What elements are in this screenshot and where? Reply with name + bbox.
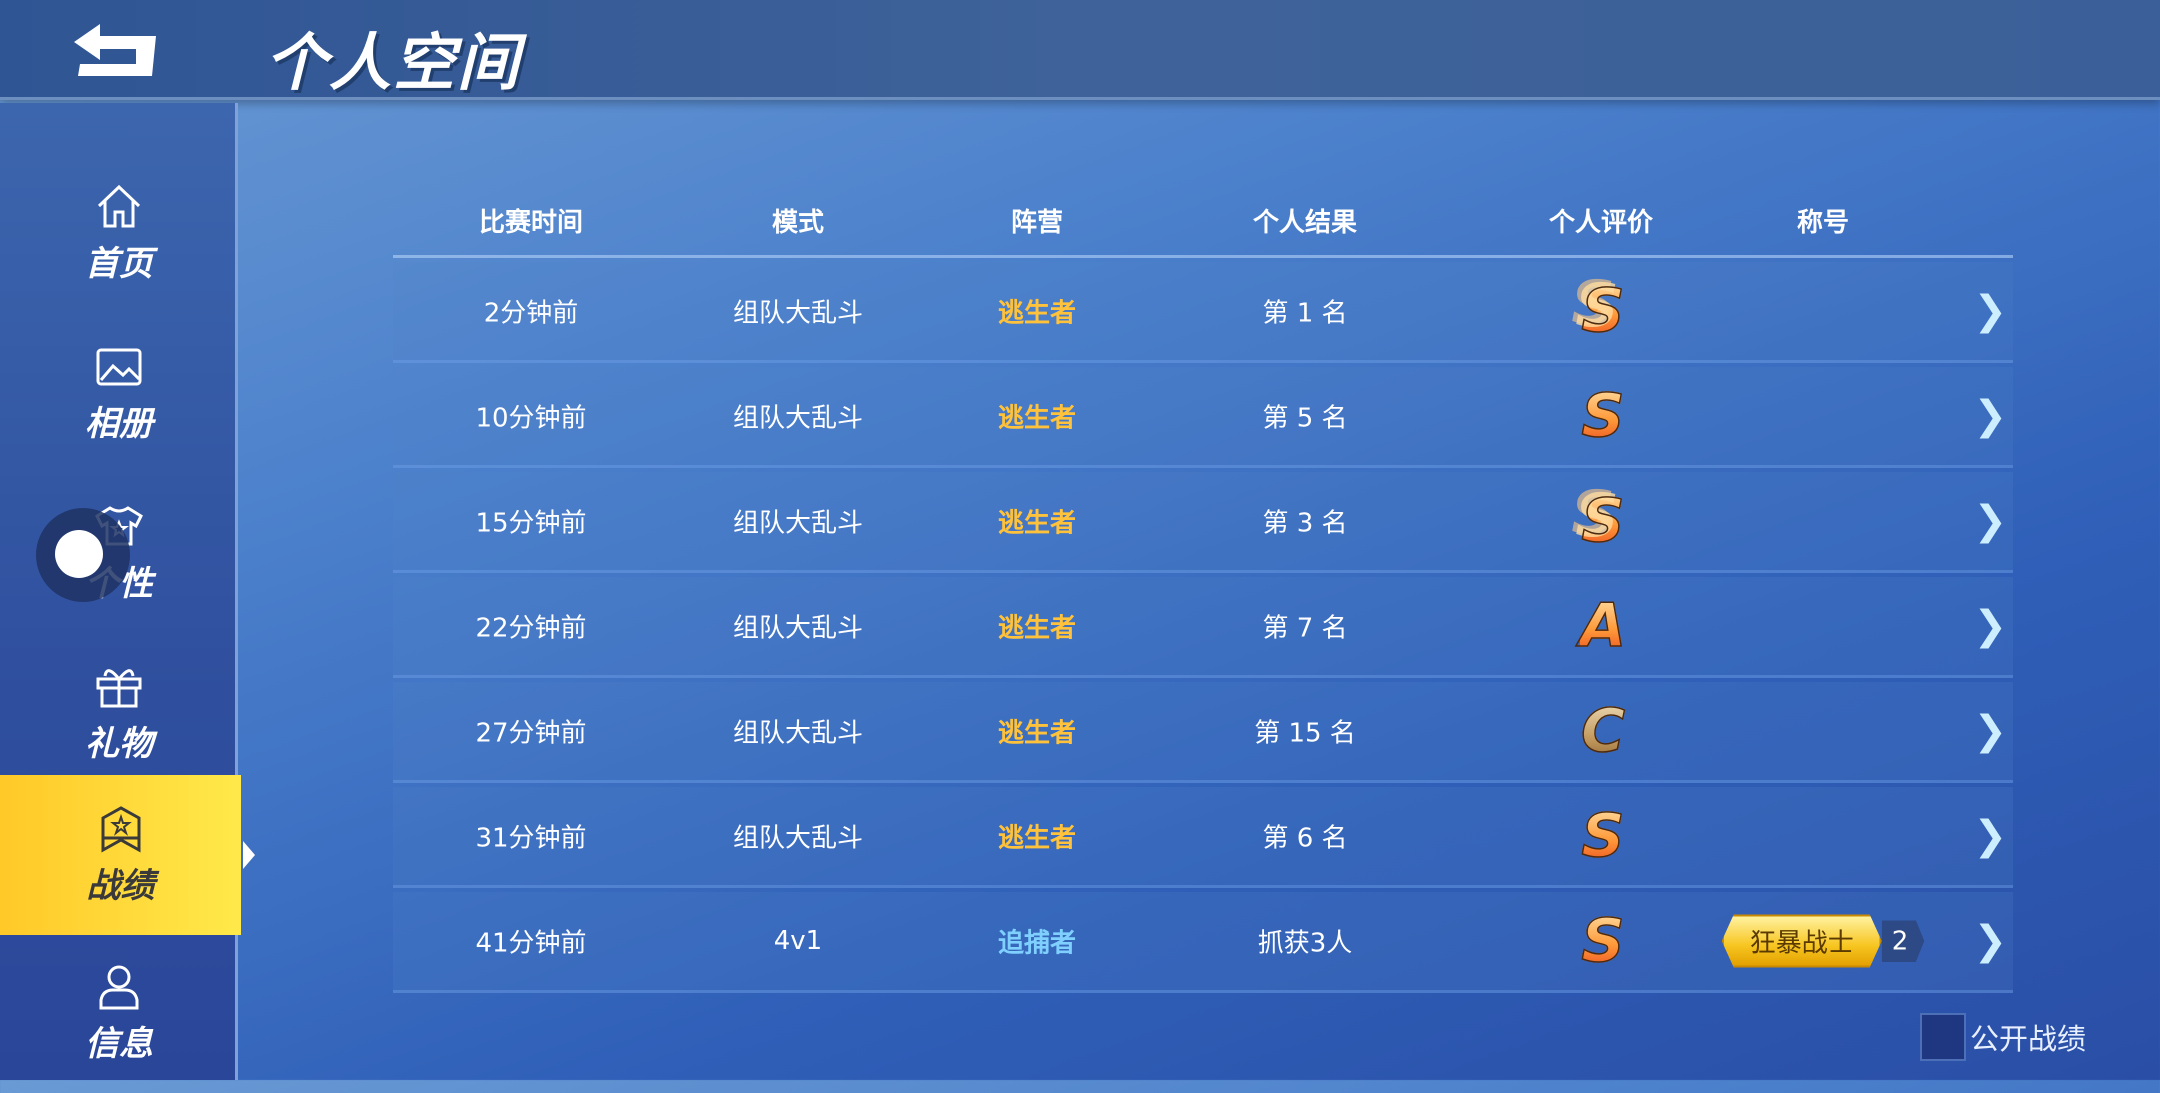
image-icon	[96, 348, 142, 385]
match-camp: 逃生者	[997, 718, 1077, 749]
sidebar-item-info[interactable]: 信息	[0, 933, 238, 1093]
sidebar-item-album[interactable]: 相册	[0, 313, 238, 473]
rating-grade-icon: C	[1580, 695, 1626, 767]
match-camp: 追捕者	[997, 928, 1077, 959]
top-bar: 个人空间	[0, 0, 2160, 100]
match-camp: 逃生者	[997, 508, 1077, 539]
sidebar-item-label: 礼物	[85, 723, 153, 764]
match-result: 第 5 名	[1262, 403, 1348, 434]
chevron-right-icon[interactable]: ❯	[1973, 288, 2007, 334]
sidebar-item-record[interactable]: 战绩	[0, 775, 255, 935]
badge-star-icon	[101, 805, 140, 853]
match-time: 41分钟前	[475, 928, 587, 959]
match-result: 第 7 名	[1262, 613, 1348, 644]
chevron-right-icon[interactable]: ❯	[1973, 708, 2007, 754]
sidebar-item-label: 信息	[85, 1023, 153, 1064]
match-camp: 逃生者	[997, 613, 1077, 644]
header-rating: 个人评价	[1548, 208, 1654, 238]
back-arrow-icon[interactable]	[70, 22, 160, 78]
page-title: 个人空间	[265, 26, 522, 99]
chevron-right-icon[interactable]: ❯	[1973, 813, 2007, 859]
match-time: 10分钟前	[475, 403, 587, 434]
table-row[interactable]: 10分钟前 组队大乱斗 逃生者 第 5 名 S ❯	[393, 367, 2013, 468]
rating-grade-icon: S	[1581, 485, 1626, 557]
table-row[interactable]: 2分钟前 组队大乱斗 逃生者 第 1 名 S ❯	[393, 262, 2013, 363]
header-title: 称号	[1796, 208, 1850, 238]
rating-grade-icon: S	[1581, 380, 1626, 452]
match-mode: 组队大乱斗	[732, 508, 864, 539]
match-mode: 组队大乱斗	[732, 403, 864, 434]
sidebar-item-home[interactable]: 首页	[0, 153, 238, 313]
table-row[interactable]: 41分钟前 4v1 追捕者 抓获3人 S 狂暴战士 2 ❯	[393, 892, 2013, 993]
sidebar-item-label: 战绩	[86, 865, 155, 906]
header-mode: 模式	[771, 208, 825, 238]
match-result: 抓获3人	[1257, 928, 1353, 959]
publish-record-label: 公开战绩	[1970, 1022, 2087, 1056]
gift-icon	[96, 668, 142, 707]
match-mode: 组队大乱斗	[732, 613, 864, 644]
rating-grade-icon: S	[1581, 800, 1626, 872]
match-mode: 组队大乱斗	[732, 823, 864, 854]
rating-grade-icon: S	[1581, 905, 1626, 977]
title-level: 2	[1881, 920, 1925, 962]
match-mode: 组队大乱斗	[732, 718, 864, 749]
title-badge: 狂暴战士 2	[1722, 915, 1925, 968]
match-mode: 4v1	[773, 926, 823, 956]
header-result: 个人结果	[1252, 208, 1358, 238]
chevron-right-icon[interactable]: ❯	[1973, 498, 2007, 544]
publish-record-checkbox[interactable]: 公开战绩	[1920, 1013, 2086, 1061]
match-camp: 逃生者	[997, 823, 1077, 854]
home-icon	[97, 184, 141, 227]
table-header: 比赛时间 模式 阵营 个人结果 个人评价 称号	[393, 190, 2013, 258]
match-camp: 逃生者	[997, 403, 1077, 434]
match-camp: 逃生者	[997, 298, 1077, 329]
title-name: 狂暴战士	[1722, 915, 1882, 968]
user-icon	[99, 965, 139, 1009]
checkbox[interactable]	[1920, 1013, 1966, 1061]
sidebar: 首页 相册 个性 礼物 战绩 信息	[0, 103, 255, 1080]
sidebar-item-label: 相册	[85, 403, 153, 444]
chevron-right-icon[interactable]: ❯	[1973, 918, 2007, 964]
match-time: 2分钟前	[483, 298, 579, 329]
header-time: 比赛时间	[478, 208, 584, 238]
match-time: 22分钟前	[475, 613, 587, 644]
chevron-right-icon[interactable]: ❯	[1973, 393, 2007, 439]
table-row[interactable]: 15分钟前 组队大乱斗 逃生者 第 3 名 S ❯	[393, 472, 2013, 573]
rating-grade-icon: A	[1579, 590, 1627, 662]
sidebar-item-label: 首页	[85, 243, 153, 284]
match-time: 15分钟前	[475, 508, 587, 539]
match-result: 第 6 名	[1262, 823, 1348, 854]
match-result: 第 3 名	[1262, 508, 1348, 539]
match-result: 第 1 名	[1262, 298, 1348, 329]
table-row[interactable]: 27分钟前 组队大乱斗 逃生者 第 15 名 C ❯	[393, 682, 2013, 783]
floating-assist-button[interactable]	[36, 508, 130, 602]
chevron-right-icon[interactable]: ❯	[1973, 603, 2007, 649]
match-result: 第 15 名	[1254, 718, 1356, 749]
sidebar-item-gift[interactable]: 礼物	[0, 633, 238, 793]
match-mode: 组队大乱斗	[732, 298, 864, 329]
table-row[interactable]: 22分钟前 组队大乱斗 逃生者 第 7 名 A ❯	[393, 577, 2013, 678]
match-time: 31分钟前	[475, 823, 587, 854]
header-camp: 阵营	[1010, 208, 1064, 238]
match-record-table: 比赛时间 模式 阵营 个人结果 个人评价 称号 2分钟前 组队大乱斗 逃生者 第…	[393, 190, 2013, 993]
table-row[interactable]: 31分钟前 组队大乱斗 逃生者 第 6 名 S ❯	[393, 787, 2013, 888]
rating-grade-icon: S	[1581, 275, 1626, 347]
match-time: 27分钟前	[475, 718, 587, 749]
